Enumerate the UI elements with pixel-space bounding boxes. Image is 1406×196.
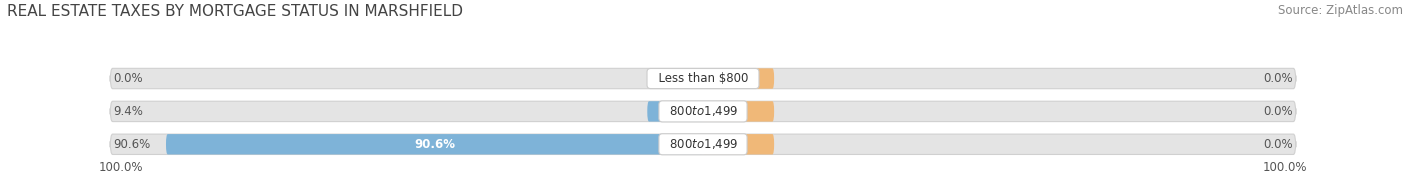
Text: 0.0%: 0.0% xyxy=(1263,105,1292,118)
Text: 90.6%: 90.6% xyxy=(114,138,150,151)
FancyBboxPatch shape xyxy=(700,68,703,89)
Text: Source: ZipAtlas.com: Source: ZipAtlas.com xyxy=(1278,4,1403,17)
FancyBboxPatch shape xyxy=(647,101,703,122)
FancyBboxPatch shape xyxy=(703,101,775,122)
FancyBboxPatch shape xyxy=(703,68,775,89)
Text: 0.0%: 0.0% xyxy=(1263,138,1292,151)
Text: $800 to $1,499: $800 to $1,499 xyxy=(662,104,744,118)
Text: 90.6%: 90.6% xyxy=(413,138,456,151)
FancyBboxPatch shape xyxy=(110,101,1296,122)
FancyBboxPatch shape xyxy=(166,134,703,154)
FancyBboxPatch shape xyxy=(703,134,775,154)
FancyBboxPatch shape xyxy=(110,68,1296,89)
Text: 0.0%: 0.0% xyxy=(114,72,143,85)
Text: 100.0%: 100.0% xyxy=(98,161,143,174)
Text: Less than $800: Less than $800 xyxy=(651,72,755,85)
Text: 9.4%: 9.4% xyxy=(658,105,692,118)
Text: 0.0%: 0.0% xyxy=(1263,72,1292,85)
Text: 100.0%: 100.0% xyxy=(1263,161,1308,174)
Text: 9.4%: 9.4% xyxy=(114,105,143,118)
Text: REAL ESTATE TAXES BY MORTGAGE STATUS IN MARSHFIELD: REAL ESTATE TAXES BY MORTGAGE STATUS IN … xyxy=(7,4,463,19)
FancyBboxPatch shape xyxy=(110,134,1296,154)
Text: $800 to $1,499: $800 to $1,499 xyxy=(662,137,744,151)
